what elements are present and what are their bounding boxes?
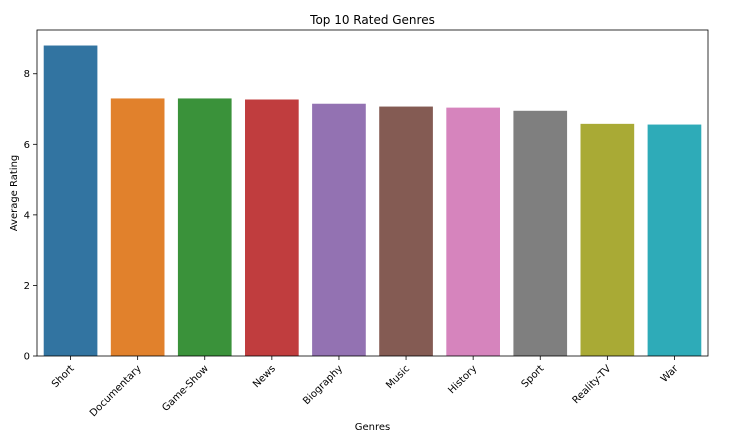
x-tick-label: Sport [520,363,547,390]
bar-biography [312,103,366,356]
y-axis-title: Average Rating [9,155,20,231]
plot-area-frame [36,29,709,357]
bar-game-show [177,98,232,356]
x-axis: Short Documentary Game-Show News Biography Mu… [50,356,681,419]
x-tick-label: Game-Show [160,363,210,413]
y-tick-label: 4 [24,210,30,221]
bar-history [446,107,500,356]
bar-news [245,99,299,356]
bar-short [43,45,98,357]
chart-title: Top 10 Rated Genres [309,13,435,27]
x-tick-label: Music [384,363,412,391]
bar-documentary [110,98,165,356]
x-tick-label: News [251,363,278,390]
x-tick-label: Documentary [88,363,144,419]
bars-group [43,45,702,357]
bar-reality-tv [580,123,635,357]
x-axis-title: Genres [355,422,391,433]
bar-music [379,106,433,356]
y-tick-label: 0 [24,352,30,363]
y-tick-label: 6 [24,140,30,151]
bar-war [647,124,702,357]
bar-sport [513,110,568,356]
x-tick-label: Reality-TV [571,363,614,406]
y-tick-label: 8 [24,69,30,80]
x-tick-label: Short [50,363,77,390]
y-axis: 0 2 4 6 8 [24,69,37,363]
x-tick-label: History [446,363,479,396]
x-tick-label: War [659,363,681,385]
y-tick-label: 2 [24,281,30,292]
x-tick-label: Biography [301,363,345,407]
